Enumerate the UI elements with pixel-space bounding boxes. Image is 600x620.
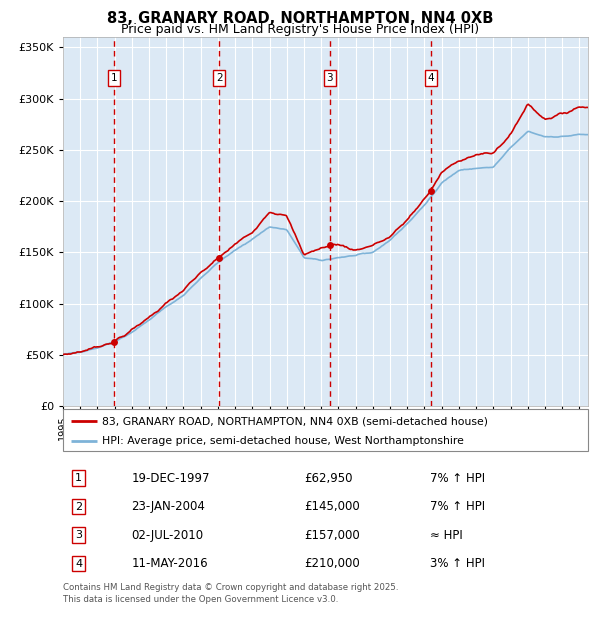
Text: 3: 3	[326, 73, 333, 83]
Text: 4: 4	[75, 559, 82, 569]
Text: £145,000: £145,000	[305, 500, 360, 513]
Text: HPI: Average price, semi-detached house, West Northamptonshire: HPI: Average price, semi-detached house,…	[103, 436, 464, 446]
Text: 4: 4	[428, 73, 434, 83]
Text: 19-DEC-1997: 19-DEC-1997	[131, 472, 210, 484]
FancyBboxPatch shape	[63, 409, 588, 451]
Text: 7% ↑ HPI: 7% ↑ HPI	[431, 500, 485, 513]
Text: 23-JAN-2004: 23-JAN-2004	[131, 500, 205, 513]
Text: 1: 1	[75, 473, 82, 483]
Text: 83, GRANARY ROAD, NORTHAMPTON, NN4 0XB: 83, GRANARY ROAD, NORTHAMPTON, NN4 0XB	[107, 11, 493, 25]
Text: 2: 2	[216, 73, 223, 83]
Text: £210,000: £210,000	[305, 557, 360, 570]
Text: 3: 3	[75, 530, 82, 540]
Text: 11-MAY-2016: 11-MAY-2016	[131, 557, 208, 570]
Text: Contains HM Land Registry data © Crown copyright and database right 2025.
This d: Contains HM Land Registry data © Crown c…	[63, 583, 398, 604]
Text: £62,950: £62,950	[305, 472, 353, 484]
Text: 3% ↑ HPI: 3% ↑ HPI	[431, 557, 485, 570]
Text: 2: 2	[75, 502, 82, 512]
Text: £157,000: £157,000	[305, 529, 360, 541]
Text: 7% ↑ HPI: 7% ↑ HPI	[431, 472, 485, 484]
Text: 1: 1	[111, 73, 118, 83]
Text: 83, GRANARY ROAD, NORTHAMPTON, NN4 0XB (semi-detached house): 83, GRANARY ROAD, NORTHAMPTON, NN4 0XB (…	[103, 416, 488, 426]
Text: ≈ HPI: ≈ HPI	[431, 529, 463, 541]
Text: 02-JUL-2010: 02-JUL-2010	[131, 529, 203, 541]
Text: Price paid vs. HM Land Registry's House Price Index (HPI): Price paid vs. HM Land Registry's House …	[121, 23, 479, 36]
